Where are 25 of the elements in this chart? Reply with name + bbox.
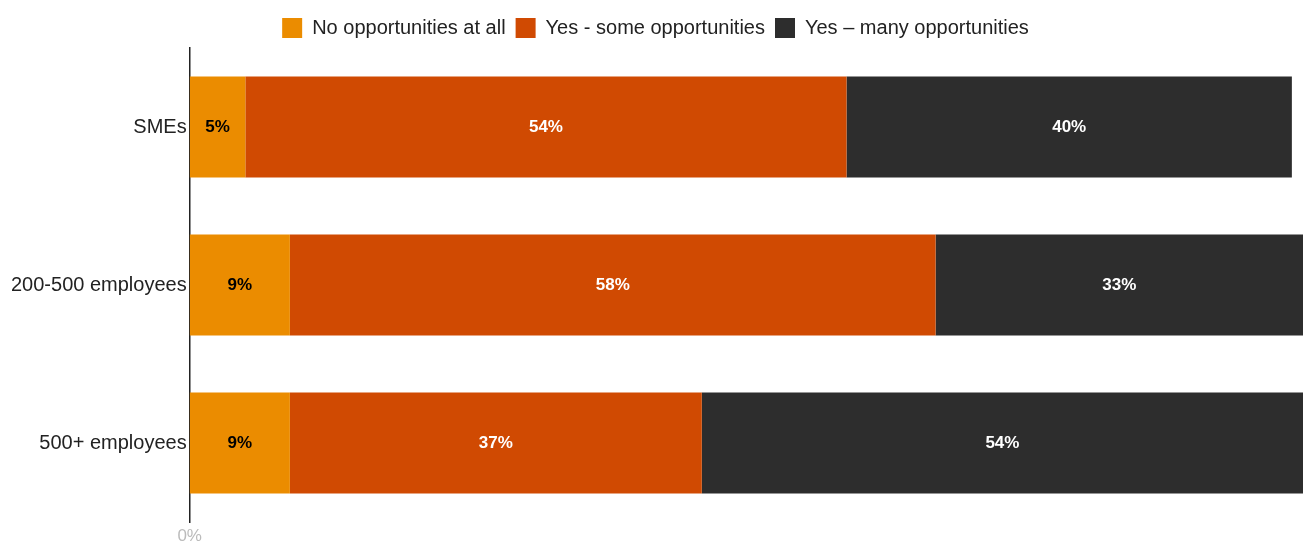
bar <box>289 392 702 494</box>
legend-label: No opportunities at all <box>312 15 506 38</box>
data-label: 9% <box>227 274 253 294</box>
bar <box>935 234 1303 336</box>
bar <box>701 392 1303 494</box>
data-label: 54% <box>528 116 563 136</box>
data-label: 37% <box>478 432 513 452</box>
data-label: 9% <box>227 432 253 452</box>
legend-label: Yes - some opportunities <box>545 15 765 38</box>
bar <box>289 234 936 336</box>
data-label: 58% <box>595 274 630 294</box>
data-label: 5% <box>205 116 230 136</box>
text: 0% <box>177 525 202 545</box>
bar <box>189 234 290 336</box>
y-tick-label: SMEs <box>133 114 187 137</box>
bar <box>245 76 847 178</box>
legend-label: Yes – many opportunities <box>804 15 1029 38</box>
data-label: 54% <box>985 432 1020 452</box>
y-tick-label: 500+ employees <box>39 430 187 453</box>
bar <box>189 76 246 178</box>
data-label: 33% <box>1102 274 1137 294</box>
y-tick-label: 200-500 employees <box>10 272 187 295</box>
bar <box>846 76 1292 178</box>
bar <box>189 392 290 494</box>
data-label: 40% <box>1052 116 1087 136</box>
